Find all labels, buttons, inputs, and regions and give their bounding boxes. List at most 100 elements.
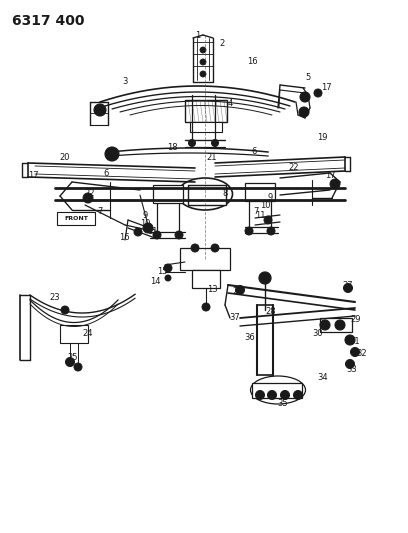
- Circle shape: [344, 284, 353, 293]
- Circle shape: [348, 338, 352, 342]
- Circle shape: [94, 104, 106, 116]
- Circle shape: [64, 309, 67, 311]
- Text: 13: 13: [207, 286, 217, 295]
- Circle shape: [335, 320, 345, 330]
- Text: 35: 35: [278, 399, 288, 408]
- Text: 36: 36: [245, 333, 255, 342]
- Circle shape: [270, 393, 274, 397]
- Text: 28: 28: [266, 306, 276, 316]
- Circle shape: [268, 391, 277, 400]
- Text: 9: 9: [267, 193, 273, 203]
- Text: 16: 16: [119, 233, 129, 243]
- Text: 17: 17: [28, 172, 38, 181]
- Bar: [192, 270, 220, 288]
- Circle shape: [191, 244, 199, 252]
- Text: 24: 24: [83, 329, 93, 338]
- Circle shape: [109, 151, 115, 157]
- Text: 22: 22: [85, 190, 95, 198]
- Circle shape: [134, 228, 142, 236]
- Circle shape: [188, 140, 195, 147]
- Bar: [320, 318, 352, 332]
- Text: FRONT: FRONT: [64, 216, 88, 221]
- Circle shape: [330, 179, 340, 189]
- Circle shape: [300, 92, 310, 102]
- Text: 29: 29: [351, 314, 361, 324]
- Ellipse shape: [177, 178, 233, 210]
- Text: 1: 1: [195, 31, 201, 41]
- Circle shape: [235, 286, 244, 295]
- Circle shape: [98, 108, 102, 112]
- Circle shape: [281, 391, 290, 400]
- Bar: [185, 100, 227, 122]
- Text: 10: 10: [260, 201, 270, 211]
- Circle shape: [350, 348, 359, 357]
- Circle shape: [202, 303, 210, 311]
- Circle shape: [255, 391, 264, 400]
- Circle shape: [83, 193, 93, 203]
- Bar: [245, 183, 275, 201]
- Text: 9: 9: [142, 211, 148, 220]
- Ellipse shape: [251, 376, 306, 404]
- Text: 37: 37: [230, 313, 240, 322]
- Text: 33: 33: [347, 366, 357, 375]
- Text: 27: 27: [343, 280, 353, 289]
- Circle shape: [259, 272, 271, 284]
- Circle shape: [293, 391, 302, 400]
- Text: 5: 5: [305, 74, 310, 83]
- Circle shape: [299, 107, 309, 117]
- Text: 6: 6: [251, 148, 257, 157]
- Circle shape: [264, 216, 272, 224]
- Text: 20: 20: [60, 154, 70, 163]
- Text: 6: 6: [103, 169, 109, 179]
- Bar: [188, 185, 226, 205]
- Circle shape: [200, 71, 206, 77]
- Text: 23: 23: [50, 293, 60, 302]
- Circle shape: [175, 231, 183, 239]
- Text: 34: 34: [318, 374, 328, 383]
- Bar: [60, 325, 88, 343]
- Text: 6317 400: 6317 400: [12, 14, 84, 28]
- Circle shape: [66, 358, 75, 367]
- Circle shape: [105, 147, 119, 161]
- Text: 16: 16: [247, 58, 257, 67]
- Circle shape: [296, 393, 300, 397]
- Circle shape: [165, 275, 171, 281]
- Circle shape: [346, 286, 350, 290]
- Text: 32: 32: [357, 350, 367, 359]
- Text: 3: 3: [122, 77, 128, 86]
- Text: 7: 7: [253, 207, 259, 216]
- Circle shape: [164, 264, 172, 272]
- Circle shape: [320, 320, 330, 330]
- Text: 21: 21: [207, 154, 217, 163]
- Text: 31: 31: [350, 337, 360, 346]
- Circle shape: [153, 231, 161, 239]
- Text: 11: 11: [147, 227, 157, 236]
- Circle shape: [200, 59, 206, 65]
- Text: 14: 14: [150, 278, 160, 287]
- Circle shape: [316, 91, 320, 95]
- Text: 15: 15: [157, 266, 167, 276]
- Text: 17: 17: [325, 171, 335, 180]
- Circle shape: [200, 47, 206, 53]
- Text: 26: 26: [233, 287, 243, 296]
- Bar: [252, 383, 302, 398]
- Text: 2: 2: [220, 38, 225, 47]
- Bar: [153, 185, 183, 203]
- Text: 4: 4: [227, 100, 233, 109]
- Text: 7: 7: [98, 207, 103, 216]
- Circle shape: [345, 335, 355, 345]
- Bar: [180, 248, 230, 270]
- Text: 30: 30: [313, 328, 323, 337]
- Text: 25: 25: [68, 352, 78, 361]
- Circle shape: [74, 363, 82, 371]
- Circle shape: [211, 140, 219, 147]
- Circle shape: [211, 244, 219, 252]
- Text: 17: 17: [321, 84, 331, 93]
- Text: 8: 8: [222, 190, 228, 198]
- Circle shape: [267, 227, 275, 235]
- Text: 19: 19: [317, 133, 327, 141]
- Circle shape: [283, 393, 287, 397]
- Circle shape: [245, 227, 253, 235]
- Circle shape: [262, 276, 268, 280]
- Text: 18: 18: [167, 142, 177, 151]
